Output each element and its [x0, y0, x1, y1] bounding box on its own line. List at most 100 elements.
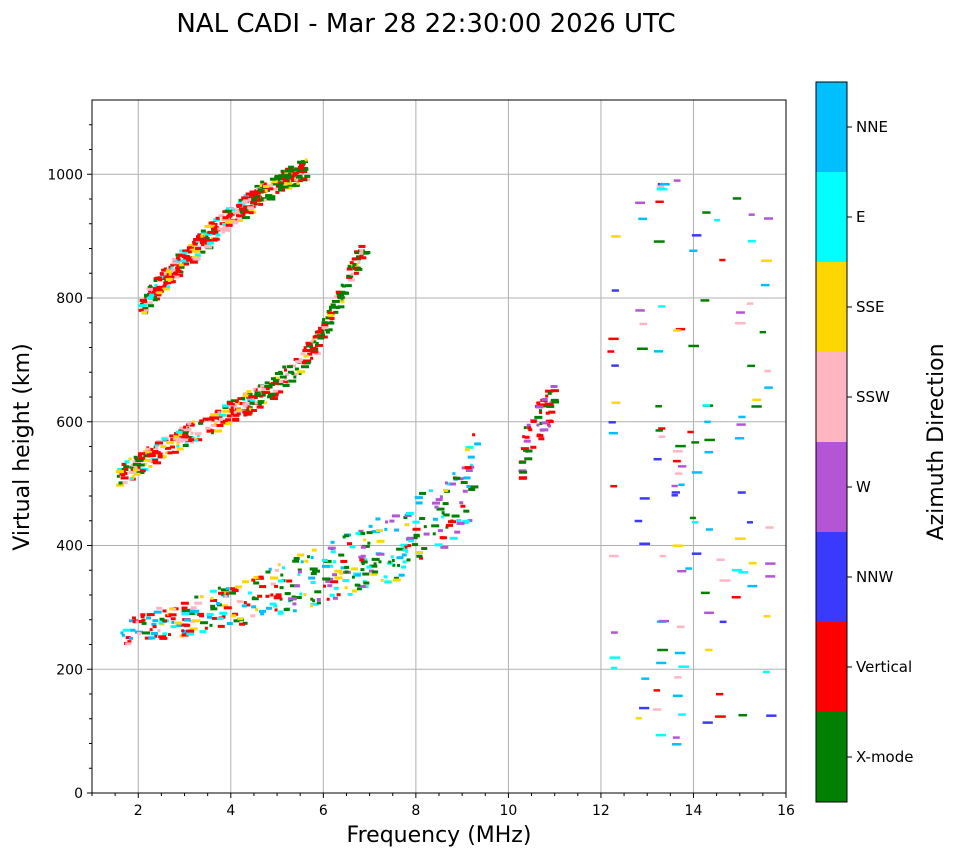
echo-mark: [140, 613, 146, 617]
echo-mark: [539, 428, 545, 432]
echo-mark: [213, 218, 221, 222]
echo-mark: [166, 285, 171, 289]
echo-mark: [170, 445, 176, 449]
colorbar-segment: [816, 82, 847, 172]
echo-mark: [545, 402, 551, 406]
echo-mark: [204, 224, 209, 228]
echo-mark: [200, 239, 209, 243]
echo-mark: [639, 542, 651, 546]
echo-mark: [222, 405, 229, 409]
echo-mark: [265, 594, 270, 598]
echo-mark: [281, 185, 289, 189]
echo-mark: [181, 438, 190, 442]
echo-mark: [259, 184, 264, 188]
echo-mark: [231, 614, 237, 618]
echo-mark: [545, 389, 554, 393]
echo-mark: [277, 184, 281, 188]
echo-mark: [162, 619, 168, 623]
echo-mark: [275, 568, 280, 572]
echo-mark: [124, 460, 130, 464]
echo-mark: [351, 575, 355, 579]
echo-mark: [216, 602, 221, 606]
echo-mark: [214, 422, 218, 426]
echo-mark: [361, 251, 369, 255]
echo-mark: [170, 625, 177, 629]
echo-mark: [246, 603, 251, 607]
echo-mark: [241, 397, 246, 401]
echo-mark: [704, 450, 714, 454]
echo-mark: [270, 593, 274, 597]
echo-mark: [401, 565, 407, 569]
echo-mark: [671, 494, 678, 497]
y-tick-label: 600: [56, 415, 83, 431]
echo-mark: [292, 172, 298, 176]
echo-mark: [241, 213, 246, 217]
echo-mark: [181, 437, 185, 441]
echo-mark: [656, 661, 667, 665]
echo-mark: [143, 454, 151, 458]
echo-mark: [297, 553, 305, 557]
echo-mark: [334, 569, 343, 573]
echo-mark: [332, 596, 338, 600]
echo-mark: [192, 257, 201, 261]
echo-mark: [691, 471, 703, 474]
echo-mark: [281, 172, 285, 176]
echo-mark: [323, 584, 327, 588]
echo-mark: [272, 379, 279, 383]
echo-mark: [392, 578, 401, 582]
echo-mark: [363, 538, 367, 542]
echo-mark: [247, 392, 253, 396]
echo-mark: [518, 476, 527, 480]
echo-mark: [224, 220, 233, 224]
echo-mark: [373, 562, 377, 566]
echo-mark: [249, 190, 257, 194]
echo-mark: [248, 211, 254, 215]
echo-mark: [119, 481, 128, 485]
echo-mark: [188, 608, 193, 612]
echo-mark: [189, 627, 198, 631]
y-tick-label: 400: [56, 539, 83, 555]
echo-mark: [279, 375, 287, 379]
echo-mark: [191, 436, 195, 440]
echo-mark: [176, 263, 180, 267]
echo-mark: [460, 504, 466, 508]
echo-mark: [159, 636, 168, 640]
echo-mark: [673, 329, 681, 332]
echo-mark: [277, 186, 283, 190]
echo-mark: [148, 304, 155, 308]
echo-mark: [239, 622, 246, 626]
echo-mark: [746, 521, 754, 524]
echo-mark: [247, 208, 255, 212]
echo-mark: [333, 310, 339, 314]
echo-mark: [327, 321, 335, 325]
echo-mark: [527, 426, 532, 430]
echo-mark: [192, 242, 198, 246]
echo-mark: [320, 335, 328, 339]
echo-mark: [548, 402, 554, 406]
echo-mark: [144, 293, 149, 297]
echo-mark: [461, 521, 469, 525]
echo-mark: [520, 447, 529, 451]
echo-mark: [235, 218, 239, 222]
echo-mark: [182, 444, 189, 448]
echo-mark: [278, 390, 284, 394]
echo-mark: [234, 585, 242, 589]
echo-mark: [274, 371, 280, 375]
echo-mark: [673, 179, 681, 182]
echo-mark: [359, 254, 364, 258]
echo-mark: [128, 457, 132, 461]
echo-mark: [303, 354, 309, 358]
echo-mark: [538, 437, 545, 441]
echo-mark: [301, 361, 306, 365]
echo-mark: [469, 465, 475, 469]
echo-mark: [159, 617, 165, 621]
echo-mark: [311, 548, 317, 552]
echo-mark: [639, 497, 650, 500]
colorbar-title: Azimuth Direction: [924, 343, 949, 540]
echo-mark: [280, 188, 285, 192]
echo-mark: [150, 451, 157, 455]
echo-mark: [278, 174, 285, 178]
echo-mark: [719, 620, 727, 624]
echo-mark: [140, 308, 148, 312]
echo-mark: [142, 307, 149, 311]
